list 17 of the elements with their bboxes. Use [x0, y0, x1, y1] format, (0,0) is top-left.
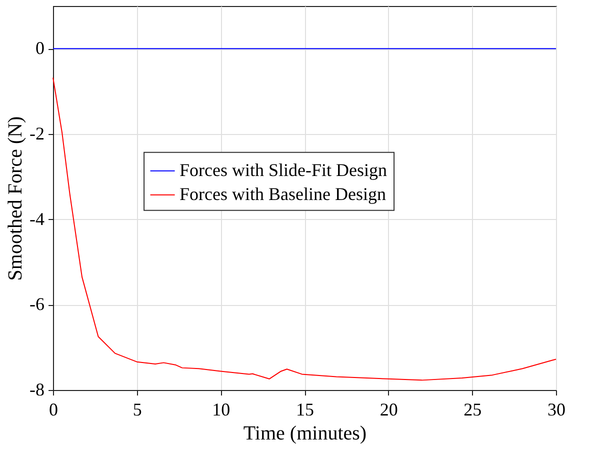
y-tick-label: -4 — [30, 208, 44, 229]
x-tick-label: 0 — [49, 400, 58, 420]
x-tick-label: 30 — [548, 400, 566, 420]
x-tick-label: 5 — [132, 400, 142, 420]
legend-label: Forces with Baseline Design — [180, 184, 386, 204]
y-tick-label: -2 — [30, 124, 44, 144]
line-series — [52, 77, 556, 381]
legend-label: Forces with Slide-Fit Design — [180, 160, 388, 180]
y-tick-label: 0 — [36, 38, 44, 58]
y-axis-title: Smoothed Force (N) — [4, 116, 27, 281]
x-tick-label: 15 — [296, 400, 314, 420]
x-tick-label: 10 — [212, 400, 230, 420]
y-tick-label: -6 — [30, 294, 44, 314]
x-axis-title: Time (minutes) — [243, 422, 367, 444]
y-tick-label: -8 — [30, 380, 44, 400]
x-tick-label: 20 — [380, 400, 398, 420]
x-tick-label: 25 — [464, 400, 482, 420]
